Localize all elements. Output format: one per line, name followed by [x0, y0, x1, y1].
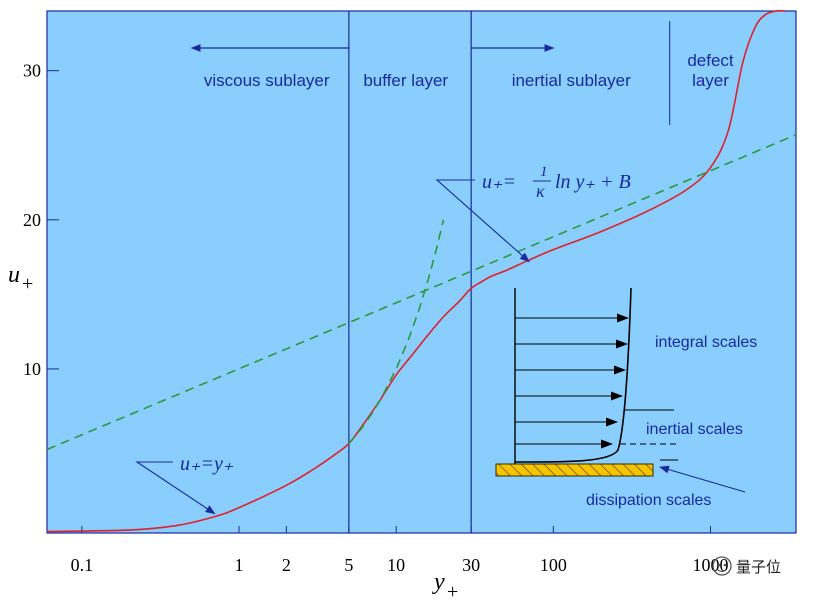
log-law-rhs: ln y₊ + B [555, 171, 631, 193]
x-tick-label: 2 [282, 555, 291, 575]
series-line-velocity-profile [46, 9, 786, 533]
x-tick-label: 0.1 [71, 555, 94, 575]
inset-scale-label: dissipation scales [586, 492, 711, 509]
watermark-logo-icon [712, 556, 732, 576]
wall-surface [495, 463, 654, 477]
log-law-frac-den: κ [536, 181, 545, 201]
x-tick-label: 1 [235, 555, 244, 575]
y-tick-label: 30 [23, 61, 41, 81]
y-tick-label: 10 [23, 359, 41, 379]
series-line-log-law [46, 134, 797, 451]
linear-law-label: u₊=y₊ [180, 453, 234, 475]
axis-ticks: 0.1 1 2 5 10 30 100 1000 10 20 30 [23, 61, 728, 575]
watermark-text: 量子位 [736, 558, 781, 576]
y-axis-label-main: u [8, 262, 20, 288]
y-axis-label-sub: + [22, 273, 33, 295]
x-tick-label: 30 [462, 555, 480, 575]
region-label: inertial sublayer [512, 71, 631, 90]
watermark: 量子位 [712, 556, 781, 576]
dissipation-pointer-arrow [659, 465, 746, 493]
profile-curve [514, 287, 632, 463]
x-axis-label-sub: + [447, 581, 458, 602]
series-line-u-y- [348, 219, 445, 445]
region-label: layer [692, 71, 729, 90]
annotations: u₊= 1κ ln y₊ + B u₊=y₊ [135, 164, 631, 515]
x-tick-label: 1000 [692, 555, 728, 575]
inset-scale-label: inertial scales [646, 421, 743, 438]
inset-diagram: integral scales inertial scales dissipatio… [495, 287, 757, 509]
x-tick-label: 100 [540, 555, 567, 575]
region-label: viscous sublayer [204, 71, 330, 90]
y-tick-label: 20 [23, 210, 41, 230]
plot-area [46, 10, 797, 534]
region-label: buffer layer [363, 71, 448, 90]
linear-law-pointer-arrow [135, 461, 216, 515]
inset-scale-label: integral scales [655, 334, 757, 351]
x-axis-label: y + [432, 569, 458, 602]
log-law-lhs: u₊= [482, 171, 516, 193]
log-law-pointer-arrow [435, 179, 530, 263]
x-axis-label-main: y [432, 569, 445, 595]
y-axis-label: u + [8, 262, 33, 295]
region-label: defect [687, 51, 734, 70]
log-law-frac-num: 1 [540, 164, 548, 180]
region-labels: viscous sublayer buffer layer inertial sub… [204, 51, 734, 90]
x-tick-label: 10 [387, 555, 405, 575]
series-layer [46, 9, 797, 533]
x-tick-label: 5 [344, 555, 353, 575]
region-boundaries [190, 11, 671, 533]
